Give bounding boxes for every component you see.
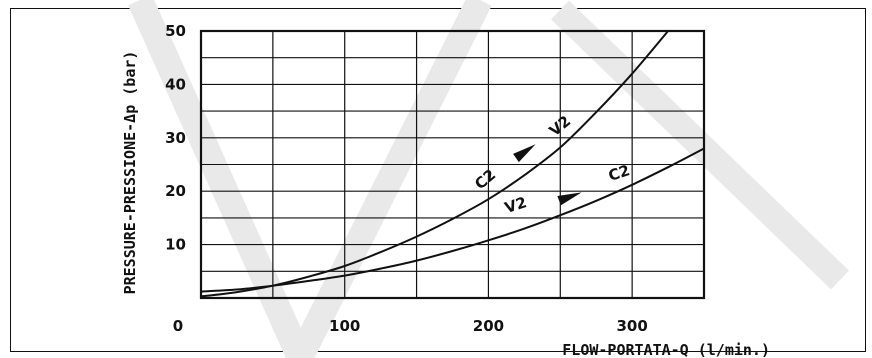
curve-label-1: C2 V2 [471,112,574,193]
chart-frame [10,8,866,352]
watermark-stroke-far [550,0,850,290]
y-axis-label: PRESSURE-PRESSIONE-Δp (bar) [121,51,139,295]
series-curve-2 [200,147,705,293]
curve-label-start: V2 [502,193,529,217]
x-tick-label: 100 [329,317,360,335]
tick-labels: 0 100 200 300 10 20 30 40 50 [165,22,648,335]
plot-area-border [199,29,706,300]
x-tick-label: 300 [616,317,647,335]
x-tick-label: 200 [473,317,504,335]
y-tick-label: 40 [165,75,186,93]
series-layer [200,30,705,298]
curve-label-end: C2 [606,161,632,185]
flow-arrow-icon [557,192,582,206]
curve-label-end: V2 [546,112,574,140]
watermark-stroke-right [288,0,492,358]
x-axis-label: FLOW-PORTATA-Q (l/min.) [562,341,770,358]
curve-label-2: V2 C2 [502,161,632,217]
y-tick-label: 10 [165,236,186,254]
y-tick-label: 20 [165,182,186,200]
flow-arrow-icon [513,144,536,163]
watermark-stroke-left [128,0,312,358]
y-tick-label: 50 [165,22,186,40]
y-tick-label: 30 [165,129,186,147]
x-tick-label: 0 [173,317,183,335]
curve-label-start: C2 [471,166,499,194]
